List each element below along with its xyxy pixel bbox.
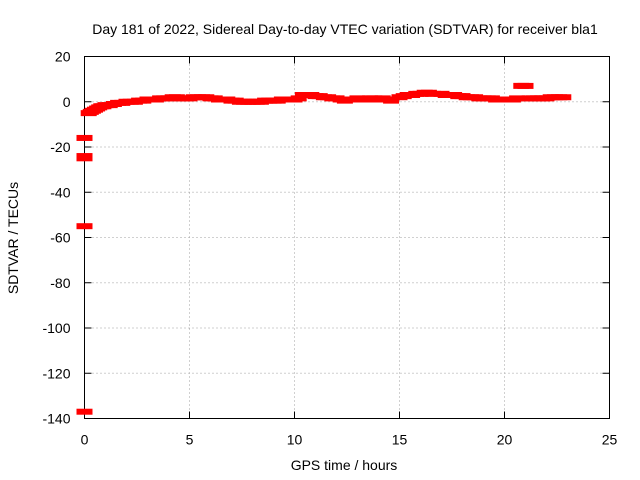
grid [84, 56, 610, 419]
x-axis-label: GPS time / hours [291, 457, 398, 473]
data-points [76, 82, 572, 415]
x-tick-label: 20 [497, 432, 513, 448]
y-tick-label: -140 [42, 411, 70, 427]
chart-title: Day 181 of 2022, Sidereal Day-to-day VTE… [92, 21, 598, 37]
y-axis-label: SDTVAR / TECUs [5, 182, 21, 294]
y-tick-label: 20 [55, 49, 71, 65]
axis-ticks: 0 5 10 15 20 25 20 0 -20 -40 -60 -80 -100 -120 -140 [42, 49, 617, 448]
y-tick-label: -120 [42, 365, 70, 381]
y-tick-label: -100 [42, 320, 70, 336]
x-tick-label: 10 [287, 432, 303, 448]
y-tick-label: -60 [50, 230, 70, 246]
x-tick-label: 15 [392, 432, 408, 448]
y-tick-label: 0 [63, 94, 71, 110]
y-tick-label: -80 [50, 275, 70, 291]
y-tick-label: -20 [50, 139, 70, 155]
y-tick-label: -40 [50, 184, 70, 200]
plot-area-border [84, 56, 610, 419]
x-tick-label: 5 [186, 432, 194, 448]
x-tick-label: 25 [602, 432, 618, 448]
x-tick-label: 0 [81, 432, 89, 448]
